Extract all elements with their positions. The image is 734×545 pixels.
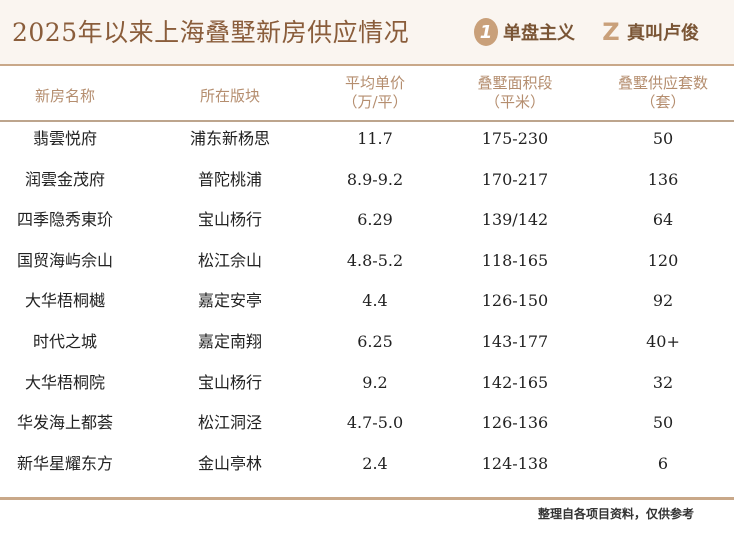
- cell-district: 宝山杨行: [197, 372, 262, 392]
- cell-project: 大华梧桐院: [24, 372, 105, 392]
- cell-district: 金山亭林: [197, 453, 262, 473]
- column-header-unit: （平米）: [484, 93, 545, 111]
- cell-price: 4.4: [362, 291, 388, 311]
- cell-project: 时代之城: [32, 331, 97, 351]
- column-header-unit: （万/平）: [342, 93, 408, 111]
- cell-price: 4.8-5.2: [346, 250, 404, 270]
- table-row: 四季隐秀東玠 宝山杨行 6.29 139/142 64: [0, 203, 734, 244]
- table-row: 大华梧桐院 宝山杨行 9.2 142-165 32: [0, 366, 734, 407]
- brand-zhenjiaolujun: Z 真叫卢俊: [600, 16, 699, 48]
- brand-logo-icon: Z: [602, 18, 620, 46]
- column-header-label: 叠墅面积段: [477, 74, 553, 92]
- cell-supply: 50: [652, 129, 674, 148]
- source-note: 整理自各项目资料，仅供参考: [537, 507, 694, 521]
- column-header-label: 新房名称: [34, 87, 95, 105]
- cell-area: 118-165: [481, 250, 549, 270]
- page-header: 2025年以来上海叠墅新房供应情况 1 单盘主义 Z 真叫卢俊: [0, 0, 734, 64]
- cell-project: 四季隐秀東玠: [16, 210, 113, 230]
- cell-area: 175-230: [481, 129, 549, 148]
- cell-supply: 64: [652, 210, 674, 230]
- cell-price: 6.29: [357, 210, 393, 230]
- page-title: 2025年以来上海叠墅新房供应情况: [12, 18, 410, 47]
- brand-name: 真叫卢俊: [627, 23, 699, 44]
- cell-area: 139/142: [481, 210, 549, 230]
- cell-district: 宝山杨行: [197, 210, 262, 230]
- cell-price: 4.7-5.0: [346, 413, 404, 433]
- cell-supply: 6: [657, 453, 669, 473]
- cell-supply: 50: [652, 413, 674, 433]
- cell-area: 124-138: [481, 453, 549, 473]
- cell-area: 126-136: [481, 413, 549, 433]
- cell-area: 142-165: [481, 372, 549, 392]
- cell-project: 大华梧桐樾: [24, 291, 105, 311]
- cell-supply: 32: [652, 372, 674, 392]
- table-header: 新房名称 所在版块 平均单价 （万/平） 叠墅面积段 （平米） 叠墅供应套数 （…: [0, 66, 734, 120]
- cell-area: 170-217: [481, 169, 549, 189]
- cell-supply: 92: [652, 291, 674, 311]
- column-header-unit: （套）: [640, 93, 686, 111]
- page-footer: 整理自各项目资料，仅供参考: [0, 500, 734, 545]
- table-row: 翡雲悦府 浦东新杨思 11.7 175-230 50: [0, 122, 734, 163]
- table-row: 国贸海屿佘山 松江佘山 4.8-5.2 118-165 120: [0, 244, 734, 285]
- cell-area: 143-177: [481, 331, 549, 351]
- column-header-label: 所在版块: [199, 87, 260, 105]
- cell-district: 嘉定安亭: [197, 291, 262, 311]
- column-header-district: 所在版块: [150, 87, 310, 106]
- table-row: 时代之城 嘉定南翔 6.25 143-177 40+: [0, 325, 734, 366]
- brand-name: 单盘主义: [503, 23, 575, 44]
- cell-project: 润雲金茂府: [24, 169, 105, 189]
- cell-supply: 40+: [646, 331, 680, 351]
- cell-price: 9.2: [362, 372, 388, 392]
- cell-district: 普陀桃浦: [197, 169, 262, 189]
- cell-supply: 136: [647, 169, 679, 189]
- table-row: 华发海上都荟 松江洞泾 4.7-5.0 126-136 50: [0, 406, 734, 447]
- cell-price: 11.7: [357, 129, 393, 148]
- cell-area: 126-150: [481, 291, 549, 311]
- column-header-area: 叠墅面积段 （平米）: [440, 74, 590, 112]
- brand-logo-icon: 1: [474, 18, 498, 46]
- cell-district: 浦东新杨思: [189, 129, 270, 148]
- cell-price: 2.4: [362, 453, 388, 473]
- cell-district: 嘉定南翔: [197, 331, 262, 351]
- cell-price: 6.25: [357, 331, 393, 351]
- column-header-price: 平均单价 （万/平）: [300, 74, 450, 112]
- table-row: 润雲金茂府 普陀桃浦 8.9-9.2 170-217 136: [0, 163, 734, 204]
- cell-project: 翡雲悦府: [32, 129, 97, 148]
- cell-supply: 120: [647, 250, 679, 270]
- divider: [0, 120, 734, 122]
- cell-project: 新华星耀东方: [16, 453, 113, 473]
- divider: [0, 497, 734, 500]
- divider: [0, 64, 734, 66]
- table-row: 大华梧桐樾 嘉定安亭 4.4 126-150 92: [0, 284, 734, 325]
- cell-district: 松江洞泾: [197, 413, 262, 433]
- cell-project: 国贸海屿佘山: [16, 250, 113, 270]
- brand-danpanzhuyi: 1 单盘主义: [474, 16, 575, 48]
- column-header-label: 叠墅供应套数: [617, 74, 708, 92]
- table-row: 新华星耀东方 金山亭林 2.4 124-138 6: [0, 447, 734, 488]
- cell-project: 华发海上都荟: [16, 413, 113, 433]
- cell-district: 松江佘山: [197, 250, 262, 270]
- table-body: 翡雲悦府 浦东新杨思 11.7 175-230 50 润雲金茂府 普陀桃浦 8.…: [0, 122, 734, 487]
- column-header-name: 新房名称: [0, 87, 130, 106]
- column-header-label: 平均单价: [344, 74, 405, 92]
- column-header-supply: 叠墅供应套数 （套）: [590, 74, 734, 112]
- cell-price: 8.9-9.2: [346, 169, 404, 189]
